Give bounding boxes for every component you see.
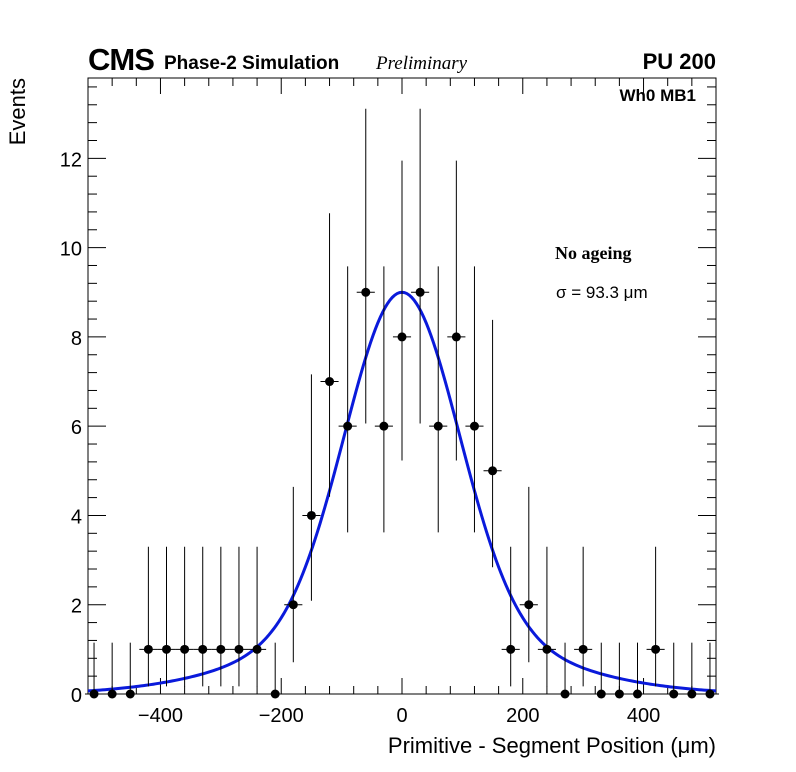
data-point <box>628 642 647 699</box>
simulation-label: Phase-2 Simulation <box>164 53 339 74</box>
chamber-label: Wh0 MB1 <box>620 86 697 105</box>
point-marker <box>542 644 552 654</box>
point-marker <box>397 332 407 342</box>
data-point <box>501 546 520 687</box>
point-marker <box>234 644 244 654</box>
data-point <box>211 546 230 687</box>
point-marker <box>361 287 371 297</box>
data-point <box>392 160 412 461</box>
point-marker <box>687 689 697 699</box>
point-marker <box>560 689 570 699</box>
point-marker <box>524 600 534 610</box>
point-marker <box>216 644 226 654</box>
sigma-label: σ = 93.3 μm <box>556 283 648 302</box>
point-marker <box>252 644 262 654</box>
data-point <box>429 266 448 533</box>
point-marker <box>596 689 606 699</box>
point-marker <box>288 600 298 610</box>
point-marker <box>379 421 389 431</box>
axis-ticks <box>88 78 716 695</box>
point-marker <box>107 689 117 699</box>
data-point <box>302 374 321 601</box>
point-marker <box>270 689 280 699</box>
point-marker <box>651 644 661 654</box>
preliminary-label: Preliminary <box>375 53 468 74</box>
data-point <box>139 546 158 687</box>
point-marker <box>578 644 588 654</box>
ageing-label: No ageing <box>555 243 632 263</box>
data-point <box>574 546 593 687</box>
tick-labels: −400 −200 0 200 400 0 2 4 6 8 10 12 <box>60 149 660 727</box>
cms-label: CMS <box>88 42 154 77</box>
point-marker <box>488 466 498 476</box>
point-marker <box>614 689 624 699</box>
data-point <box>356 108 375 424</box>
point-marker <box>198 644 208 654</box>
point-marker <box>705 689 715 699</box>
point-marker <box>669 689 679 699</box>
data-point <box>266 642 285 699</box>
x-tick-label: −200 <box>259 705 304 727</box>
x-axis-title: Primitive - Segment Position (μm) <box>388 733 716 758</box>
y-tick-label: 12 <box>60 149 82 171</box>
y-axis-title: Events <box>5 78 30 145</box>
point-marker <box>469 421 479 431</box>
y-tick-label: 10 <box>60 239 82 261</box>
point-marker <box>306 510 316 520</box>
data-point <box>610 642 629 699</box>
data-point <box>682 642 701 699</box>
data-point <box>103 642 122 699</box>
data-point <box>193 546 212 687</box>
data-point <box>157 546 176 687</box>
y-tick-label: 6 <box>71 417 82 439</box>
data-point <box>84 642 104 699</box>
x-tick-label: 200 <box>506 705 539 727</box>
y-tick-label: 4 <box>71 506 82 528</box>
data-point <box>555 642 575 699</box>
point-marker <box>633 689 642 699</box>
pileup-label: PU 200 <box>643 49 716 74</box>
y-tick-label: 0 <box>71 685 82 707</box>
data-point <box>320 213 339 497</box>
x-tick-label: 400 <box>627 705 660 727</box>
x-tick-label: 0 <box>396 705 407 727</box>
point-marker <box>433 421 443 431</box>
data-point <box>374 266 393 533</box>
y-tick-label: 2 <box>71 596 82 618</box>
data-point <box>592 642 611 699</box>
point-marker <box>180 644 190 654</box>
data-point <box>465 266 484 533</box>
data-point <box>447 160 466 461</box>
y-tick-label: 8 <box>71 328 82 350</box>
data-point <box>175 546 194 687</box>
point-marker <box>343 421 353 431</box>
x-tick-label: −400 <box>138 705 183 727</box>
point-marker <box>325 377 335 387</box>
data-point <box>483 319 502 568</box>
data-point <box>248 546 267 687</box>
point-marker <box>451 332 461 342</box>
data-point <box>664 642 683 699</box>
point-marker <box>506 644 516 654</box>
point-marker <box>143 644 153 654</box>
data-points <box>84 108 720 699</box>
data-point <box>646 546 665 687</box>
data-point <box>537 546 556 687</box>
point-marker <box>415 287 425 297</box>
data-point <box>121 642 140 699</box>
data-point <box>700 642 720 699</box>
data-point <box>338 266 357 533</box>
data-point <box>519 486 538 663</box>
point-marker <box>162 644 171 654</box>
data-point <box>284 486 303 663</box>
point-marker <box>125 689 135 699</box>
point-marker <box>89 689 99 699</box>
data-point <box>411 108 430 424</box>
data-point <box>229 546 249 687</box>
